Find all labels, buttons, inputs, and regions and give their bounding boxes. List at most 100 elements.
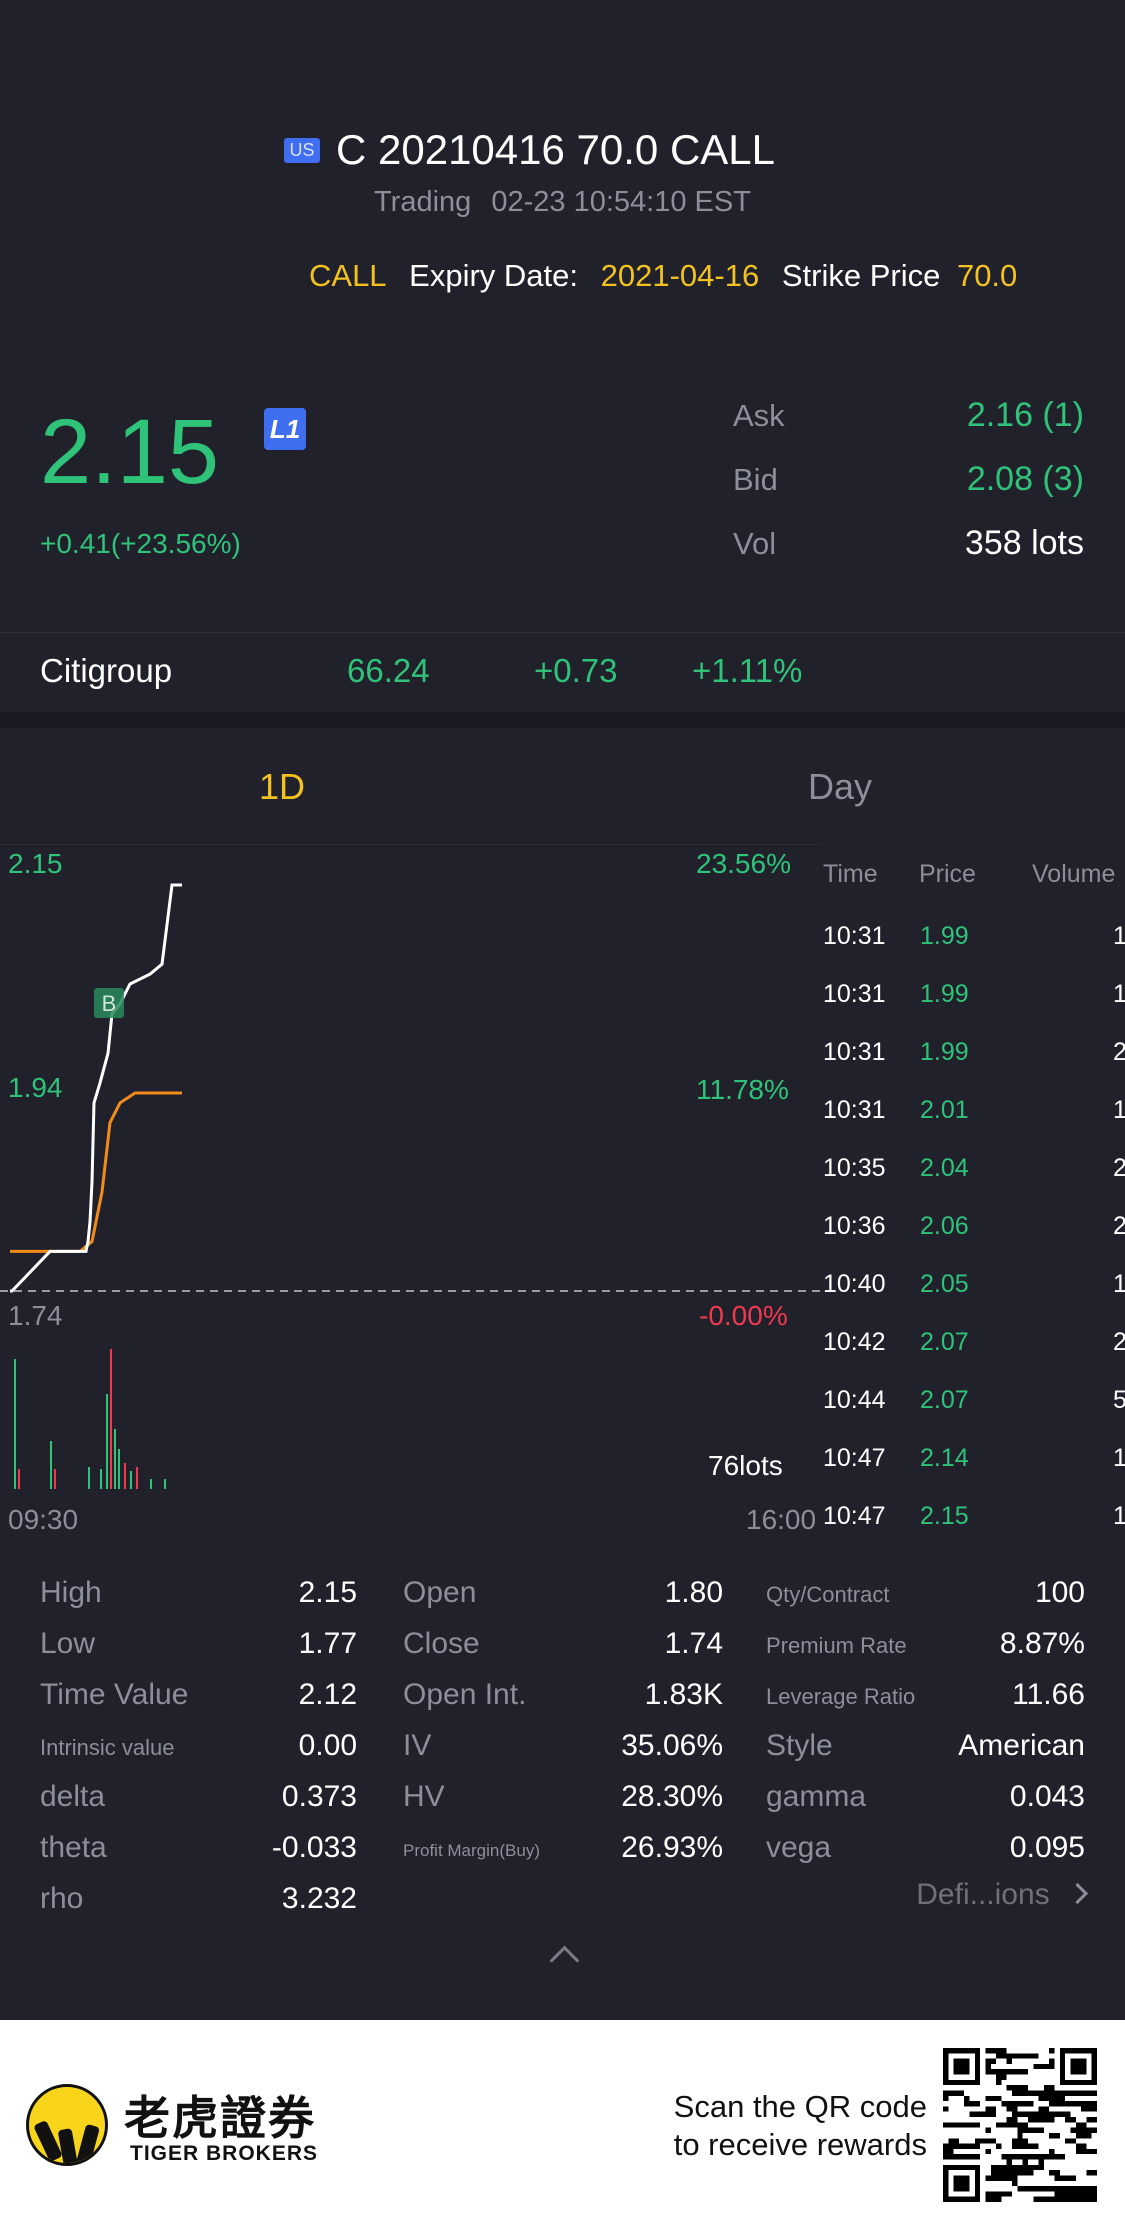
chart-base-pct: -0.00%: [699, 1300, 788, 1331]
trade-time: 10:31: [823, 922, 886, 950]
chart-high-pct: 23.56%: [696, 848, 791, 879]
trade-price: 1.99: [920, 1038, 969, 1066]
stat-label: Leverage Ratio: [766, 1684, 916, 1709]
promo-footer: 老虎證券 TIGER BROKERS Scan the QR code to r…: [0, 2020, 1125, 2230]
tab-divider: [0, 844, 820, 845]
stat-label: Style: [766, 1729, 833, 1762]
stat-value: 1.74: [664, 1627, 723, 1660]
trade-price: 2.14: [920, 1444, 969, 1472]
underlying-name: Citigroup: [40, 652, 173, 689]
definitions-link[interactable]: Defi...ions: [916, 1878, 1089, 1912]
stat-value: 100: [1034, 1576, 1085, 1609]
trade-volume: 1: [1113, 1444, 1125, 1472]
stat-value: 0.373: [281, 1780, 357, 1813]
trade-row: 10:44 2.07 5: [0, 1386, 1125, 1444]
trade-price: 2.07: [920, 1386, 969, 1414]
scan-prompt: Scan the QR code to receive rewards: [674, 2088, 927, 2164]
stat-value: 3.232: [281, 1882, 357, 1915]
chevron-up-icon[interactable]: [549, 1945, 580, 1976]
status-datetime: 02-23 10:54:10 EST: [491, 186, 751, 218]
trade-price: 2.07: [920, 1328, 969, 1356]
volume-bar: [50, 1441, 52, 1489]
trade-volume: 5: [1113, 1386, 1125, 1414]
us-market-badge: US: [284, 138, 320, 163]
stat-label: IV: [403, 1729, 432, 1762]
expiry-value: 2021-04-16: [600, 258, 760, 293]
volume-bar: [18, 1469, 20, 1489]
chevron-right-icon: [1066, 1882, 1089, 1905]
underlying-price: 66.24: [347, 652, 430, 689]
stat-label: HV: [403, 1780, 445, 1813]
volume-bar: [130, 1471, 132, 1489]
trade-price: 2.01: [920, 1096, 969, 1124]
stat-label: Open: [403, 1576, 477, 1609]
stat-label: Open Int.: [403, 1678, 527, 1711]
volume-bar: [106, 1394, 108, 1489]
bid-label: Bid: [733, 462, 778, 497]
chart-volume-label: 76lots: [708, 1450, 783, 1481]
trade-time: 10:35: [823, 1154, 886, 1182]
trading-status: Trading 02-23 10:54:10 EST: [0, 186, 1125, 219]
stat-label: Close: [403, 1627, 480, 1660]
stat-value: 35.06%: [621, 1729, 723, 1762]
stat-label: vega: [766, 1831, 832, 1864]
level1-badge[interactable]: L1: [264, 408, 306, 450]
trade-row: 10:31 1.99 1: [0, 922, 1125, 980]
divider: [0, 632, 1125, 633]
trade-volume: 2: [1113, 1328, 1125, 1356]
trade-row: 10:35 2.04 2: [0, 1154, 1125, 1212]
stat-value: 11.66: [1012, 1678, 1085, 1711]
vol-label: Vol: [733, 526, 777, 561]
stat-value: 1.77: [298, 1627, 357, 1660]
tab-1d[interactable]: 1D: [259, 766, 306, 807]
trade-row: 10:36 2.06 2: [0, 1212, 1125, 1270]
stat-value: 26.93%: [621, 1831, 723, 1864]
stat-label: delta: [40, 1780, 106, 1813]
buy-marker[interactable]: [94, 988, 124, 1018]
volume-bar: [118, 1449, 120, 1489]
average-price-line: [10, 1091, 182, 1253]
stat-label: High: [40, 1576, 102, 1609]
trade-volume: 1: [1113, 1502, 1125, 1530]
trade-row: 10:47 2.14 1: [0, 1444, 1125, 1502]
brand-name-en: TIGER BROKERS: [130, 2142, 319, 2165]
stat-value: 2.15: [298, 1576, 357, 1609]
trade-volume: 2: [1113, 1038, 1125, 1066]
trade-price: 2.05: [920, 1270, 969, 1298]
tiger-logo-icon: [26, 2084, 108, 2166]
scan-line-2: to receive rewards: [673, 2127, 927, 2162]
volume-bar: [136, 1467, 138, 1489]
stat-label: gamma: [766, 1780, 867, 1813]
stat-label: Time Value: [40, 1678, 189, 1711]
expiry-label: Expiry Date:: [409, 258, 579, 293]
definitions-label: Defi...ions: [916, 1878, 1050, 1911]
trade-time: 10:40: [823, 1270, 886, 1298]
trade-time: 10:31: [823, 1038, 886, 1066]
option-type: CALL: [309, 258, 387, 293]
expiry-strike-row: CALL Expiry Date: 2021-04-16 Strike Pric…: [309, 258, 1031, 294]
trade-time: 10:42: [823, 1328, 886, 1356]
stat-value: 1.80: [664, 1576, 723, 1609]
underlying-row[interactable]: Citigroup 66.24 +0.73 +1.11%: [0, 634, 1125, 712]
trade-volume: 1: [1113, 1270, 1125, 1298]
trade-volume: 2: [1113, 1212, 1125, 1240]
volume-bar: [88, 1467, 90, 1489]
volume-bar: [150, 1479, 152, 1489]
trade-row: 10:31 1.99 1: [0, 980, 1125, 1038]
intraday-chart[interactable]: B: [0, 845, 820, 1495]
tab-day[interactable]: Day: [808, 766, 873, 807]
volume-bar: [14, 1359, 16, 1489]
ask-label: Ask: [733, 398, 785, 433]
vol-value: 358 lots: [964, 524, 1084, 562]
volume-bars: [14, 1349, 166, 1489]
volume-bar: [124, 1463, 126, 1489]
scan-line-1: Scan the QR code: [673, 2089, 927, 2124]
qr-code-icon[interactable]: [943, 2048, 1097, 2202]
volume-bar: [110, 1349, 112, 1489]
trade-time: 10:47: [823, 1502, 886, 1530]
volume-bar: [54, 1469, 56, 1489]
trade-time: 10:31: [823, 1096, 886, 1124]
stat-label: Premium Rate: [766, 1633, 907, 1658]
status-text: Trading: [374, 186, 472, 218]
stat-value: 0.043: [1009, 1780, 1085, 1813]
